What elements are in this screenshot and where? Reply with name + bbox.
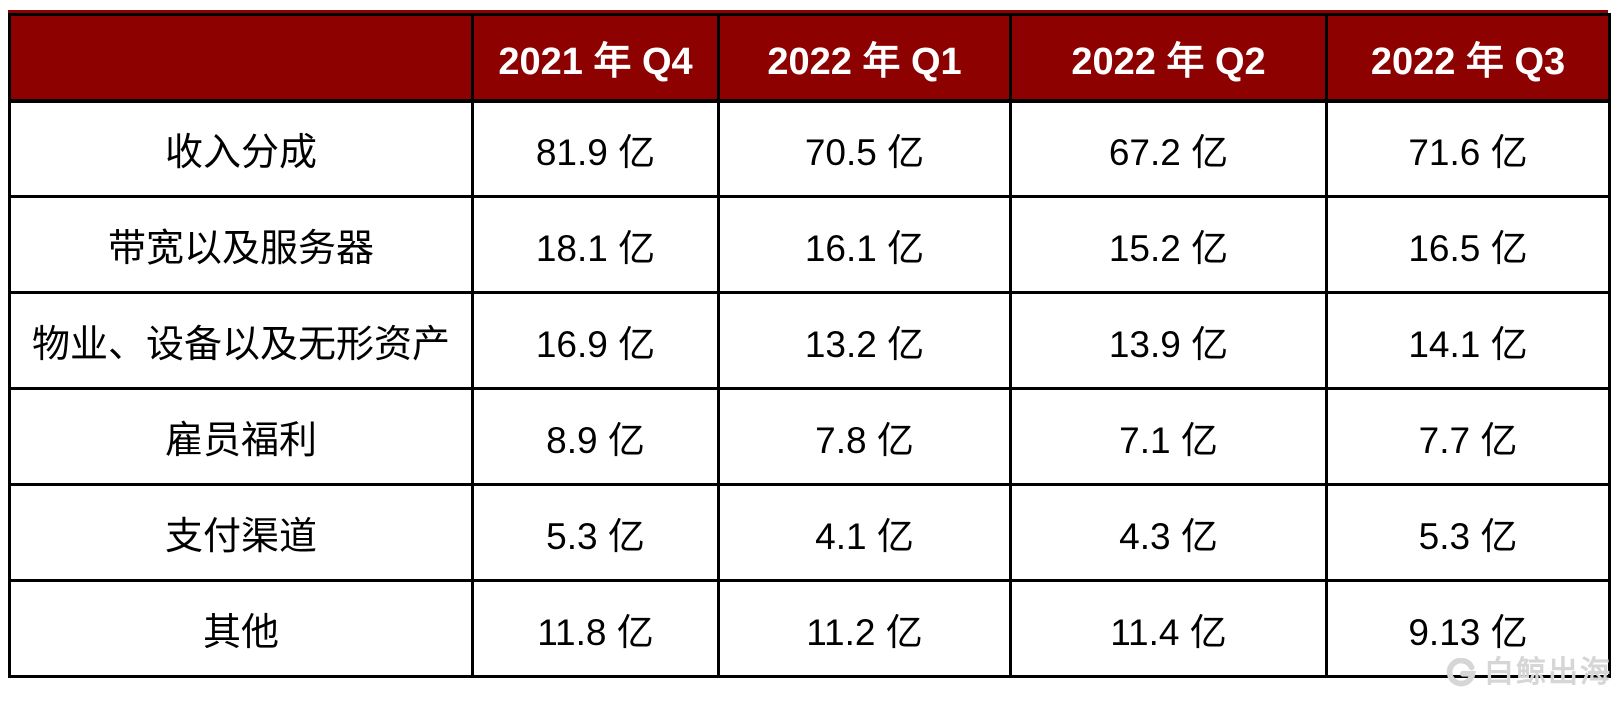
row-label-property-equipment-intangibles: 物业、设备以及无形资产 (8, 291, 474, 390)
column-header-2022-q2: 2022 年 Q2 (1009, 13, 1328, 103)
row-label-bandwidth-servers: 带宽以及服务器 (8, 195, 474, 294)
table-row: 收入分成 81.9 亿 70.5 亿 67.2 亿 71.6 亿 (8, 99, 1611, 198)
cell-value: 7.8 亿 (717, 387, 1012, 486)
cell-value: 15.2 亿 (1009, 195, 1328, 294)
table-row: 带宽以及服务器 18.1 亿 16.1 亿 15.2 亿 16.5 亿 (8, 195, 1611, 294)
cell-value: 18.1 亿 (471, 195, 720, 294)
cell-value: 16.1 亿 (717, 195, 1012, 294)
cell-value: 5.3 亿 (1325, 483, 1611, 582)
row-label-payment-channels: 支付渠道 (8, 483, 474, 582)
table-row: 其他 11.8 亿 11.2 亿 11.4 亿 9.13 亿 (8, 579, 1611, 678)
cell-value: 8.9 亿 (471, 387, 720, 486)
cell-value: 16.5 亿 (1325, 195, 1611, 294)
row-label-employee-benefits: 雇员福利 (8, 387, 474, 486)
cell-value: 71.6 亿 (1325, 99, 1611, 198)
cell-value: 11.4 亿 (1009, 579, 1328, 678)
column-header-2021-q4: 2021 年 Q4 (471, 13, 720, 103)
cell-value: 16.9 亿 (471, 291, 720, 390)
cell-value: 11.2 亿 (717, 579, 1012, 678)
cell-value: 13.2 亿 (717, 291, 1012, 390)
cell-value: 7.7 亿 (1325, 387, 1611, 486)
table-row: 支付渠道 5.3 亿 4.1 亿 4.3 亿 5.3 亿 (8, 483, 1611, 582)
cell-value: 14.1 亿 (1325, 291, 1611, 390)
row-label-other: 其他 (8, 579, 474, 678)
table-container: 2021 年 Q4 2022 年 Q1 2022 年 Q2 2022 年 Q3 … (8, 10, 1611, 678)
cell-value: 4.1 亿 (717, 483, 1012, 582)
table-header-row: 2021 年 Q4 2022 年 Q1 2022 年 Q2 2022 年 Q3 (8, 13, 1611, 103)
cell-value: 9.13 亿 (1325, 579, 1611, 678)
cell-value: 11.8 亿 (471, 579, 720, 678)
table-row: 物业、设备以及无形资产 16.9 亿 13.2 亿 13.9 亿 14.1 亿 (8, 291, 1611, 390)
row-label-revenue-share: 收入分成 (8, 99, 474, 198)
cell-value: 5.3 亿 (471, 483, 720, 582)
cell-value: 67.2 亿 (1009, 99, 1328, 198)
quarterly-cost-table: 2021 年 Q4 2022 年 Q1 2022 年 Q2 2022 年 Q3 … (8, 13, 1611, 678)
cell-value: 4.3 亿 (1009, 483, 1328, 582)
cell-value: 81.9 亿 (471, 99, 720, 198)
cell-value: 7.1 亿 (1009, 387, 1328, 486)
cell-value: 70.5 亿 (717, 99, 1012, 198)
table-row: 雇员福利 8.9 亿 7.8 亿 7.1 亿 7.7 亿 (8, 387, 1611, 486)
cell-value: 13.9 亿 (1009, 291, 1328, 390)
column-header-2022-q1: 2022 年 Q1 (717, 13, 1012, 103)
corner-cell (8, 13, 474, 103)
column-header-2022-q3: 2022 年 Q3 (1325, 13, 1611, 103)
